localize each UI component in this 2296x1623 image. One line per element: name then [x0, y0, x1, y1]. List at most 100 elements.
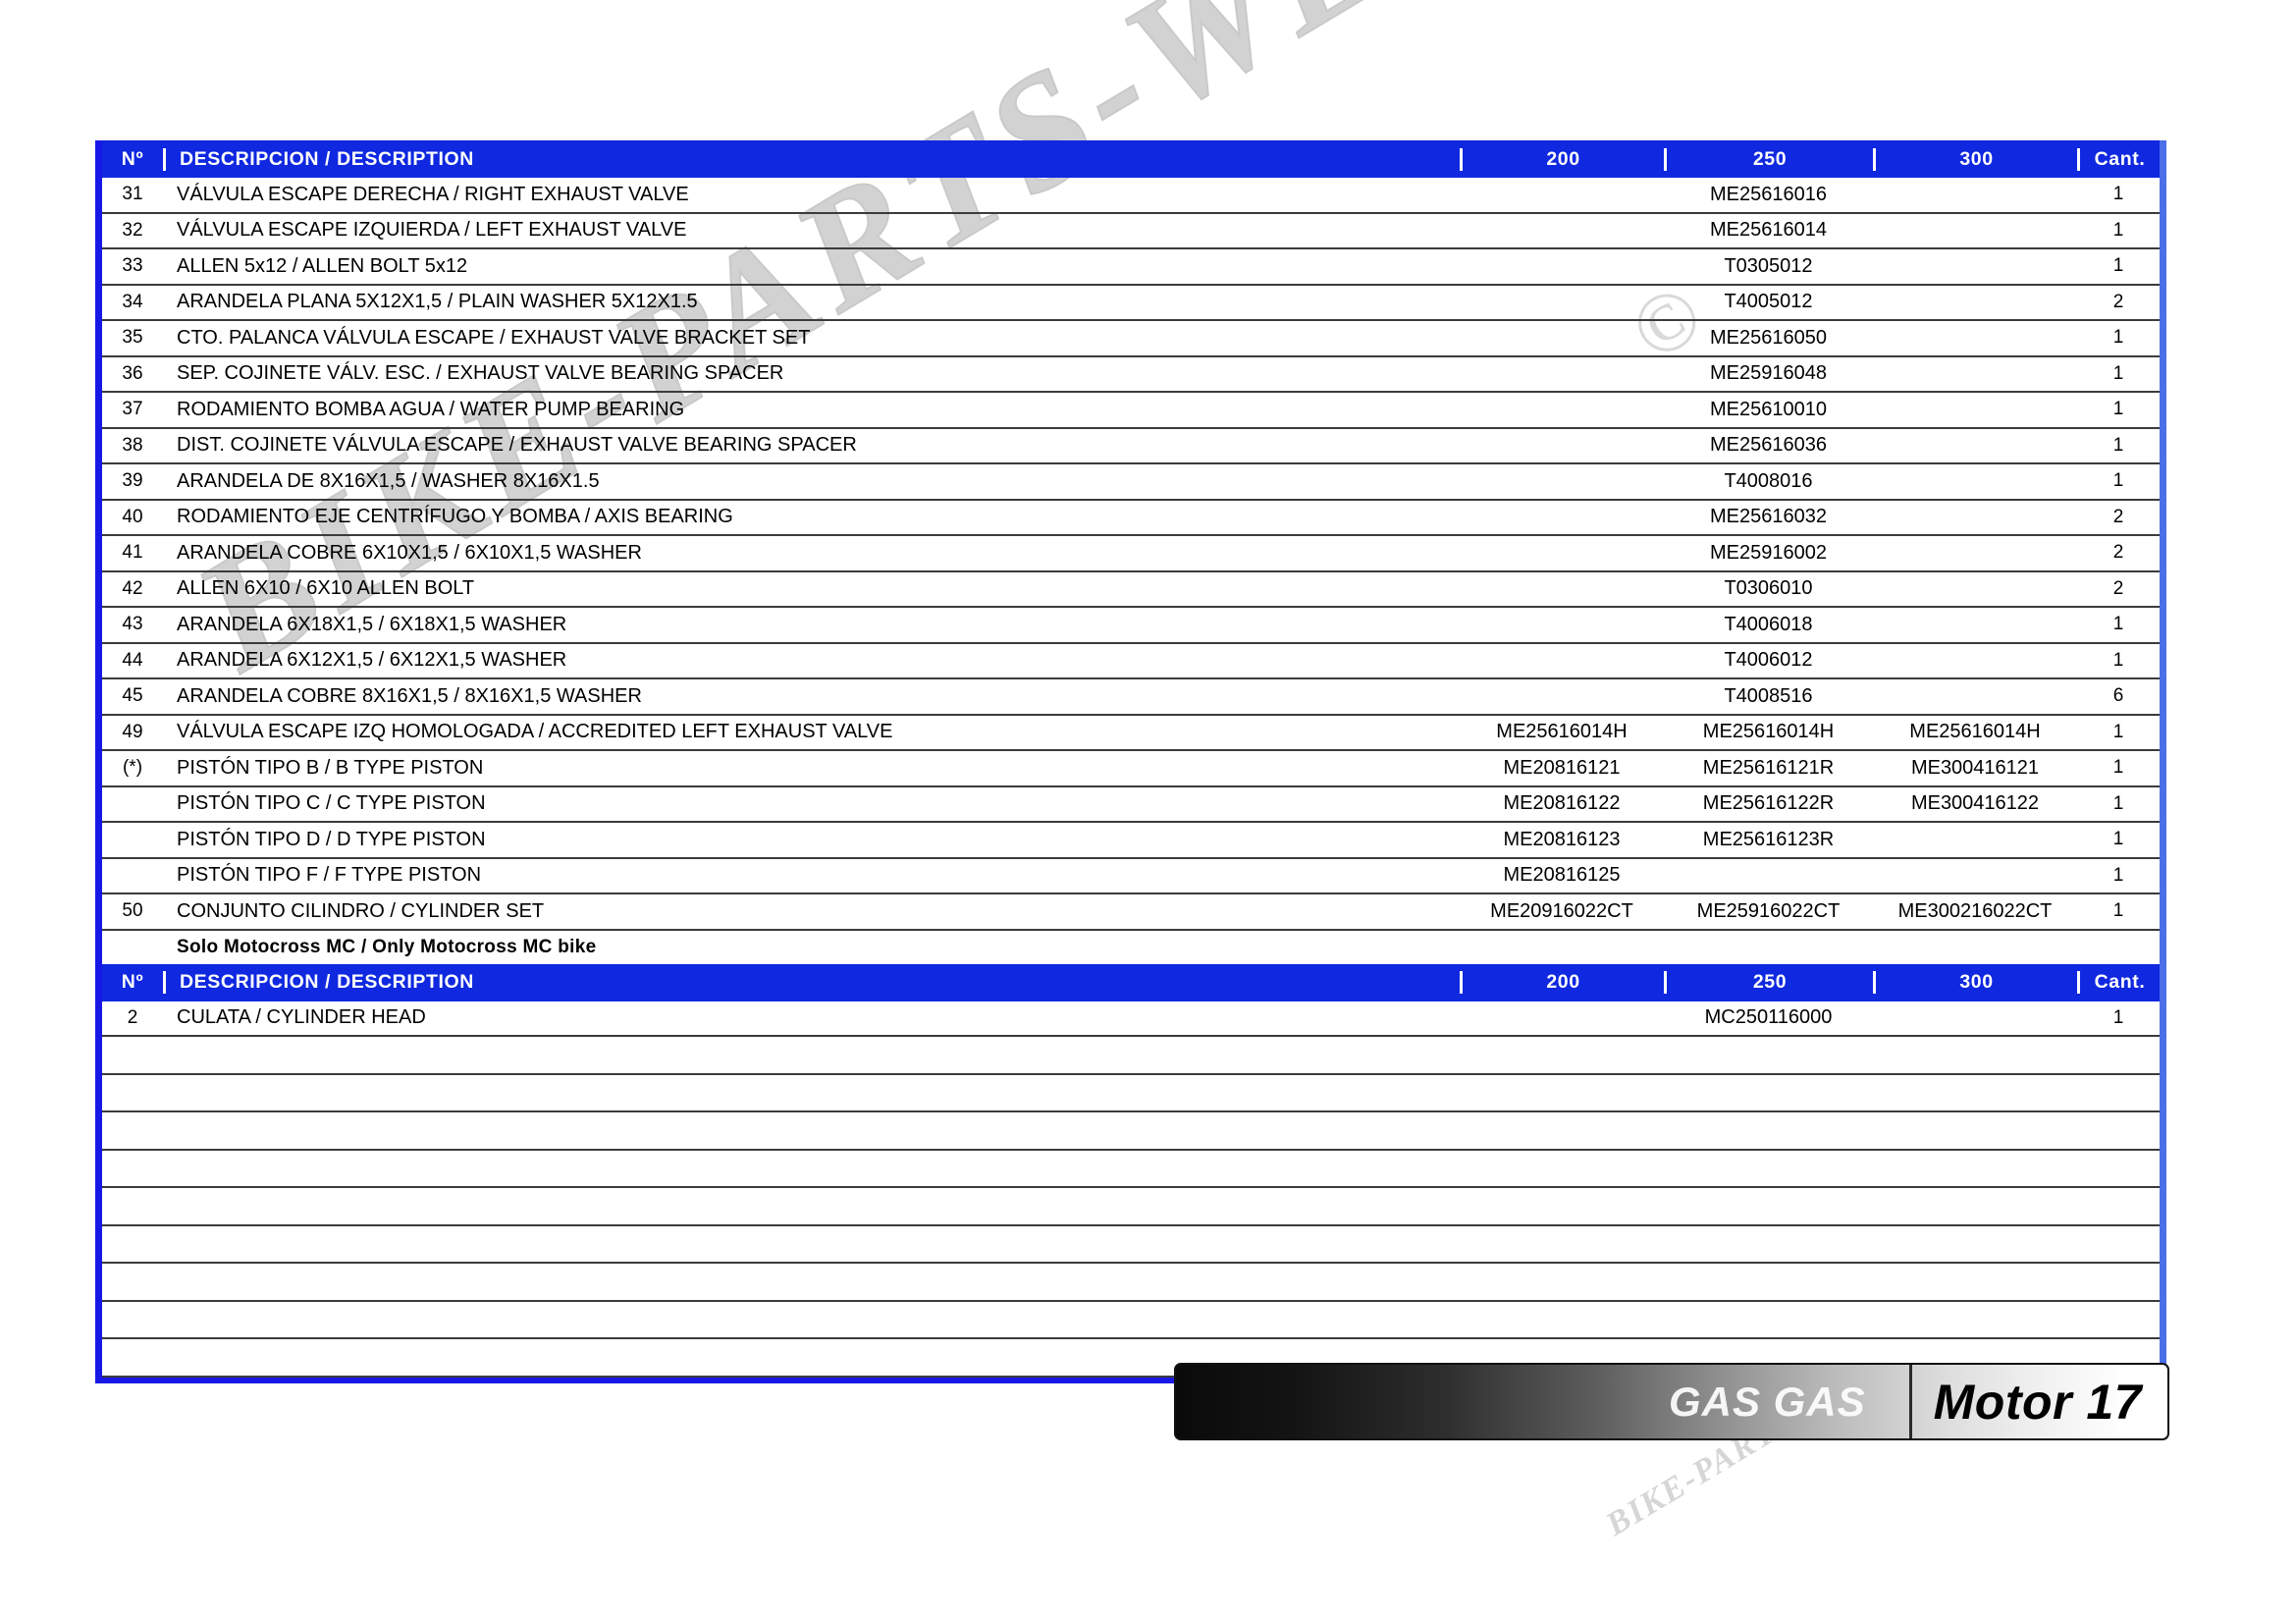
- row-cell-qty: 1: [2112, 1006, 2124, 1028]
- row-cell-250: ME25916022CT: [1696, 899, 1841, 922]
- row-cell-description: DIST. COJINETE VÁLVULA ESCAPE / EXHAUST …: [177, 434, 857, 457]
- row-cell-qty: 1: [2112, 900, 2124, 922]
- row-cell-no: 37: [122, 399, 143, 420]
- row-cell-250: ME25610010: [1710, 398, 1827, 420]
- row-cell-no: 36: [122, 362, 143, 384]
- row-cell-qty: 1: [2112, 829, 2124, 850]
- table-header-secondary: Nº DESCRIPCION / DESCRIPTION 200 250 300…: [102, 963, 2160, 1001]
- row-cell-no: 34: [122, 291, 143, 312]
- row-cell-description: RODAMIENTO EJE CENTRÍFUGO Y BOMBA / AXIS…: [177, 506, 733, 528]
- header2-cell-300: 300: [1873, 971, 2077, 994]
- row-cell-no: 33: [122, 255, 143, 277]
- row-cell-qty: 1: [2112, 362, 2124, 384]
- row-cell-description: ARANDELA PLANA 5X12X1,5 / PLAIN WASHER 5…: [177, 291, 698, 313]
- table-header-primary: Nº DESCRIPCION / DESCRIPTION 200 250 300…: [102, 140, 2160, 178]
- table-row: PISTÓN TIPO C / C TYPE PISTON ME20816122 M…: [102, 787, 2160, 823]
- row-cell-description: ARANDELA 6X12X1,5 / 6X12X1,5 WASHER: [177, 649, 567, 672]
- row-cell-250: MC250116000: [1704, 1006, 1833, 1029]
- row-cell-qty: 1: [2112, 757, 2124, 779]
- header-cell-250: 250: [1664, 147, 1873, 171]
- row-cell-description: PISTÓN TIPO D / D TYPE PISTON: [177, 828, 486, 850]
- row-cell-qty: 1: [2112, 219, 2124, 241]
- table-bottom-rule: [102, 1377, 2160, 1383]
- table-empty-row: [102, 1151, 2160, 1188]
- table-row: 34 ARANDELA PLANA 5X12X1,5 / PLAIN WASHER…: [102, 286, 2160, 321]
- note-row-text: Solo Motocross MC / Only Motocross MC bi…: [177, 936, 597, 957]
- row-cell-description: RODAMIENTO BOMBA AGUA / WATER PUMP BEARI…: [177, 398, 685, 420]
- table-row: 45 ARANDELA COBRE 8X16X1,5 / 8X16X1,5 WAS…: [102, 679, 2160, 716]
- row-cell-200: ME20816122: [1503, 792, 1621, 815]
- table-row: 37 RODAMIENTO BOMBA AGUA / WATER PUMP BEA…: [102, 393, 2160, 429]
- row-cell-description: PISTÓN TIPO C / C TYPE PISTON: [177, 792, 486, 815]
- row-cell-300: ME300416122: [1910, 792, 2040, 815]
- row-cell-250: T4006012: [1724, 649, 1813, 672]
- row-cell-qty: 6: [2112, 685, 2124, 707]
- table-empty-row: [102, 1037, 2160, 1075]
- row-cell-description: CTO. PALANCA VÁLVULA ESCAPE / EXHAUST VA…: [177, 326, 811, 349]
- row-cell-qty: 2: [2112, 577, 2124, 599]
- row-cell-no: 41: [122, 542, 143, 564]
- table-row: 35 CTO. PALANCA VÁLVULA ESCAPE / EXHAUST …: [102, 321, 2160, 357]
- table-row: 31 VÁLVULA ESCAPE DERECHA / RIGHT EXHAUST…: [102, 178, 2160, 214]
- row-cell-description: VÁLVULA ESCAPE IZQUIERDA / LEFT EXHAUST …: [177, 219, 687, 242]
- header2-cell-qty: Cant.: [2077, 971, 2160, 994]
- table-row: 42 ALLEN 6X10 / 6X10 ALLEN BOLT T0306010 2: [102, 572, 2160, 608]
- row-cell-description: ALLEN 6X10 / 6X10 ALLEN BOLT: [177, 577, 475, 600]
- row-cell-250: T4006018: [1724, 613, 1813, 635]
- table-row: 49 VÁLVULA ESCAPE IZQ HOMOLOGADA / ACCRED…: [102, 716, 2160, 751]
- row-cell-no: 42: [122, 577, 143, 599]
- row-cell-description: VÁLVULA ESCAPE IZQ HOMOLOGADA / ACCREDIT…: [177, 721, 893, 743]
- row-cell-qty: 1: [2112, 864, 2124, 886]
- table-row: 43 ARANDELA 6X18X1,5 / 6X18X1,5 WASHER T40…: [102, 608, 2160, 644]
- row-cell-qty: 2: [2112, 506, 2124, 527]
- table-empty-row: [102, 1075, 2160, 1112]
- row-cell-250: T4005012: [1724, 291, 1813, 313]
- row-cell-250: T4008016: [1724, 469, 1813, 492]
- row-cell-description: PISTÓN TIPO B / B TYPE PISTON: [177, 756, 484, 779]
- header2-cell-250: 250: [1664, 971, 1873, 994]
- row-cell-no: 49: [122, 721, 143, 742]
- table-row: PISTÓN TIPO D / D TYPE PISTON ME20816123 M…: [102, 823, 2160, 859]
- section-label-box: Motor 17: [1908, 1365, 2167, 1438]
- row-cell-no: 45: [122, 685, 143, 707]
- row-cell-200: ME25616014H: [1496, 721, 1628, 743]
- row-cell-description: ARANDELA DE 8X16X1,5 / WASHER 8X16X1.5: [177, 469, 600, 492]
- row-cell-no: 50: [122, 900, 143, 922]
- table-row: 36 SEP. COJINETE VÁLV. ESC. / EXHAUST VAL…: [102, 357, 2160, 393]
- row-cell-description: ALLEN 5x12 / ALLEN BOLT 5x12: [177, 254, 468, 277]
- header-cell-200: 200: [1460, 147, 1664, 171]
- row-cell-250: ME25616014H: [1702, 721, 1835, 743]
- table-empty-row: [102, 1302, 2160, 1339]
- row-cell-no: 38: [122, 434, 143, 456]
- table-note-row: Solo Motocross MC / Only Motocross MC bi…: [102, 931, 2160, 964]
- row-cell-200: ME20816121: [1503, 756, 1621, 779]
- footer-bar: GAS GAS Motor 17: [1174, 1363, 2169, 1440]
- row-cell-qty: 1: [2112, 721, 2124, 742]
- table-body-primary: 31 VÁLVULA ESCAPE DERECHA / RIGHT EXHAUST…: [102, 178, 2160, 931]
- row-cell-no: 39: [122, 470, 143, 492]
- row-cell-no: 31: [122, 184, 143, 205]
- row-cell-qty: 1: [2112, 184, 2124, 205]
- row-cell-300: ME25616014H: [1909, 721, 2041, 743]
- table-row: (*) PISTÓN TIPO B / B TYPE PISTON ME208161…: [102, 751, 2160, 787]
- header-cell-no: Nº: [121, 147, 144, 170]
- row-cell-300: ME300216022CT: [1897, 899, 2053, 922]
- row-cell-250: ME25616016: [1710, 183, 1827, 205]
- row-cell-no: 35: [122, 327, 143, 349]
- row-cell-qty: 1: [2112, 614, 2124, 635]
- row-cell-no: (*): [122, 757, 143, 779]
- row-cell-no: 40: [122, 506, 143, 527]
- section-label: Motor 17: [1933, 1374, 2142, 1430]
- table-row: 44 ARANDELA 6X12X1,5 / 6X12X1,5 WASHER T40…: [102, 644, 2160, 679]
- table-row: PISTÓN TIPO F / F TYPE PISTON ME20816125 1: [102, 859, 2160, 894]
- row-cell-description: VÁLVULA ESCAPE DERECHA / RIGHT EXHAUST V…: [177, 183, 689, 205]
- table-row: 40 RODAMIENTO EJE CENTRÍFUGO Y BOMBA / AX…: [102, 501, 2160, 536]
- row-cell-250: ME25616014: [1710, 219, 1827, 242]
- table-row: 2 CULATA / CYLINDER HEAD MC250116000 1: [102, 1001, 2160, 1037]
- table-empty-row: [102, 1112, 2160, 1151]
- table-row: 32 VÁLVULA ESCAPE IZQUIERDA / LEFT EXHAUS…: [102, 214, 2160, 249]
- row-cell-250: T4008516: [1724, 684, 1813, 707]
- row-cell-qty: 1: [2112, 470, 2124, 492]
- table-empty-row: [102, 1188, 2160, 1226]
- table-empty-row: [102, 1339, 2160, 1378]
